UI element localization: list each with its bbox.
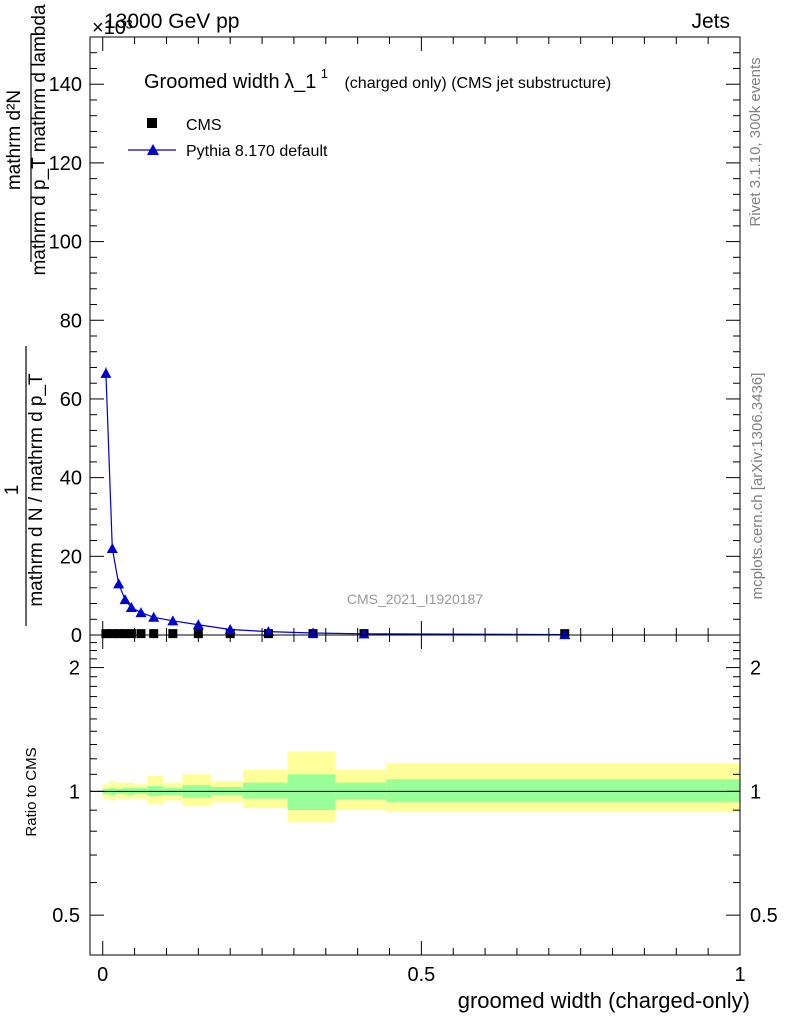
x-tick-label: 1 <box>734 964 745 986</box>
main-y-tick-label: 0 <box>71 625 82 647</box>
y-label-prefactor: 1 <box>2 485 23 496</box>
main-y-axis: 0 20 40 60 80 100 120 140 <box>49 36 740 647</box>
ratio-bands <box>102 751 740 823</box>
main-y-tick-label: 20 <box>60 546 82 568</box>
cms-point <box>193 629 203 639</box>
pythia-point <box>167 615 179 626</box>
main-y-tick-label: 80 <box>60 310 82 332</box>
ratio-y-axis: 0.5 0.5 1 1 2 2 <box>52 642 778 956</box>
main-panel: 0 20 40 60 80 100 120 140 Groomed width λ_1 1 (… <box>49 36 741 647</box>
cms-point <box>114 629 124 639</box>
pythia-point <box>125 601 137 612</box>
cms-point <box>107 629 117 639</box>
pythia-point <box>262 626 274 637</box>
pythia-point <box>559 629 571 640</box>
main-y-tick-label: 60 <box>60 389 82 411</box>
ratio-x-axis: 0 0.5 1 <box>97 635 746 986</box>
y-exponent-label: ×10³ <box>92 17 133 39</box>
ratio-y-label: Ratio to CMS <box>23 747 40 836</box>
ratio-y-tick-label: 0.5 <box>52 905 80 927</box>
main-y-tick-label: 120 <box>49 153 82 175</box>
cms-point <box>120 629 130 639</box>
cms-point <box>126 629 136 639</box>
ratio-y-tick-label-right: 1 <box>750 781 761 803</box>
analysis-watermark: CMS_2021_I1920187 <box>347 591 483 607</box>
cms-point <box>101 629 111 639</box>
legend: CMS Pythia 8.170 default <box>128 117 328 160</box>
pythia-point <box>358 628 370 639</box>
legend-pythia-marker <box>147 144 159 155</box>
x-tick-label: 0 <box>97 964 108 986</box>
y-label-prefactor-denominator: mathrm d N / mathrm d p_T <box>26 373 47 607</box>
pythia-point <box>113 578 125 589</box>
main-y-tick-label: 40 <box>60 468 82 490</box>
pythia-point <box>224 623 236 634</box>
ratio-inner-band <box>242 782 288 799</box>
main-series <box>100 367 571 640</box>
ratio-frame <box>89 634 741 956</box>
legend-pythia-label: Pythia 8.170 default <box>186 143 328 160</box>
pythia-point <box>192 619 204 630</box>
legend-cms-label: CMS <box>186 117 222 134</box>
pythia-point <box>119 594 131 605</box>
main-y-label: mathrm d²N mathrm d p_T mathrm d lambda … <box>2 4 50 626</box>
ratio-inner-band <box>287 774 336 811</box>
pythia-point <box>106 542 118 553</box>
chart-title-main: Groomed width <box>144 71 280 93</box>
ratio-y-tick-label-right: 2 <box>750 658 761 680</box>
pythia-point <box>100 367 112 378</box>
mcplots-label: mcplots.cern.ch [arXiv:1306.3436] <box>749 373 766 600</box>
ratio-y-tick-label: 1 <box>69 781 80 803</box>
cms-point <box>168 629 178 639</box>
chart-title-sup: 1 <box>321 66 328 81</box>
pythia-point <box>148 611 160 622</box>
ratio-panel: 0.5 0.51 12 2 0 0.5 1 <box>52 634 778 986</box>
x-tick-label: 0.5 <box>407 964 435 986</box>
process-label: Jets <box>691 10 730 33</box>
legend-cms-marker <box>147 118 157 128</box>
cms-point <box>149 629 159 639</box>
x-axis-label: groomed width (charged-only) <box>458 988 750 1013</box>
pythia-line <box>105 373 565 636</box>
main-y-tick-label: 140 <box>49 74 82 96</box>
ratio-y-tick-label-right: 0.5 <box>750 905 778 927</box>
main-y-tick-label: 100 <box>49 232 82 254</box>
cms-point <box>136 629 146 639</box>
chart-title-lambda: λ_1 <box>284 71 316 93</box>
ratio-inner-band <box>386 779 740 803</box>
ratio-y-tick-label: 2 <box>69 658 80 680</box>
pythia-point <box>135 607 147 618</box>
chart-title: Groomed width λ_1 1 (charged only) (CMS … <box>144 65 611 93</box>
rivet-label: Rivet 3.1.10, 300k events <box>747 57 764 226</box>
chart-title-sub: (charged only) (CMS jet substructure) <box>344 75 611 92</box>
y-label-numerator: mathrm d²N <box>4 90 25 190</box>
energy-label: 13000 GeV pp <box>104 10 239 33</box>
y-label-denominator: mathrm d p_T mathrm d lambda <box>29 4 50 275</box>
